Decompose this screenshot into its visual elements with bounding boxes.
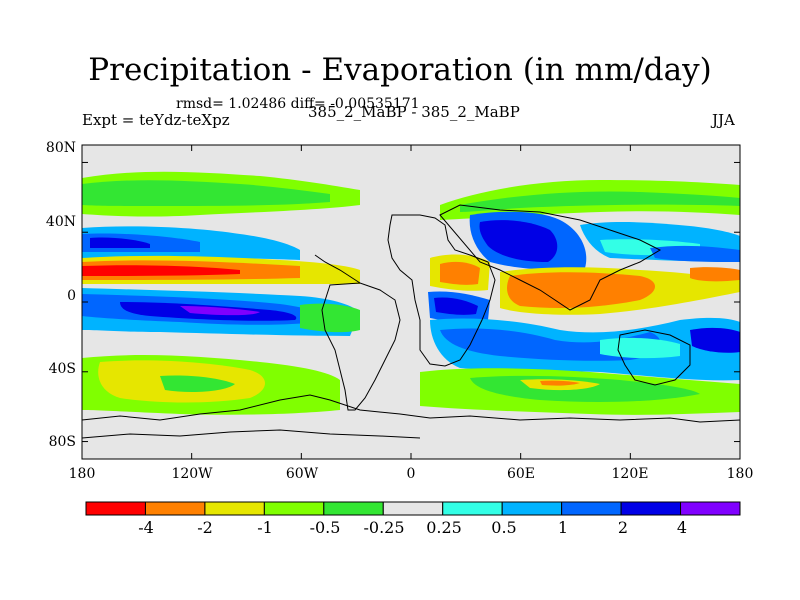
colorbar-swatch bbox=[263, 501, 325, 516]
east-pacific-blue bbox=[650, 245, 740, 262]
colorbar-swatch bbox=[85, 501, 146, 516]
colorbar-label: -4 bbox=[138, 518, 154, 537]
east-dry-orange bbox=[690, 267, 740, 282]
field-layer bbox=[82, 145, 740, 459]
s-ocean-orange bbox=[540, 380, 580, 386]
experiment-label: Expt = teYdz-teXpz bbox=[82, 111, 230, 129]
s-hemisphere-core bbox=[160, 375, 235, 392]
colorbar-label: -0.25 bbox=[363, 518, 405, 537]
colorbar-swatch bbox=[680, 501, 741, 516]
lat-label-0: 0 bbox=[67, 288, 76, 304]
nh-storm-track-east-inner bbox=[460, 191, 740, 212]
plot-title: Precipitation - Evaporation (in mm/day) bbox=[88, 52, 712, 88]
n-pacific-dry-red bbox=[82, 265, 240, 276]
indian-dry-orange bbox=[507, 272, 655, 308]
axis-ticks bbox=[81, 145, 741, 459]
south-america-outline bbox=[321, 282, 401, 411]
australia-outline bbox=[617, 329, 691, 386]
central-pacific-green bbox=[300, 303, 360, 333]
colorbar-swatch bbox=[620, 501, 682, 516]
antarctica-outline bbox=[81, 394, 741, 423]
colorbar-label: -1 bbox=[257, 518, 273, 537]
lon-label-60e: 60E bbox=[506, 466, 536, 482]
s-indian-east-core bbox=[690, 327, 740, 353]
colorbar-swatch bbox=[323, 501, 384, 516]
lat-label-40s: 40S bbox=[48, 361, 76, 377]
lat-label-80s: 80S bbox=[48, 434, 76, 450]
lat-label-40n: 40N bbox=[45, 214, 76, 230]
antarctica-inner bbox=[81, 429, 421, 439]
colorbar-swatch bbox=[144, 501, 206, 516]
itcz-band-max bbox=[180, 306, 260, 316]
lat-label-80n: 80N bbox=[45, 140, 76, 156]
lon-label-180e: 180 bbox=[726, 466, 754, 482]
lon-label-120e: 120E bbox=[611, 466, 649, 482]
colorbar-label: 0.25 bbox=[426, 518, 462, 537]
colorbar-label: 4 bbox=[676, 518, 688, 537]
coastlines bbox=[81, 204, 741, 439]
lon-label-180w: 180 bbox=[68, 466, 96, 482]
africa-outline bbox=[387, 214, 496, 367]
season-label: JJA bbox=[712, 111, 735, 129]
asian-monsoon-core bbox=[479, 220, 558, 262]
case-names: 385_2_MaBP - 385_2_MaBP bbox=[308, 103, 520, 121]
colorbar-label: 2 bbox=[617, 518, 629, 537]
colorbar-swatch bbox=[501, 501, 563, 516]
colorbar-label: -2 bbox=[197, 518, 213, 537]
colorbar-swatch bbox=[561, 501, 622, 516]
colorbar-swatch bbox=[382, 501, 444, 516]
atlantic-purple bbox=[434, 297, 478, 315]
lon-label-60w: 60W bbox=[285, 466, 319, 482]
colorbar-label: 1 bbox=[557, 518, 569, 537]
west-africa-orange bbox=[440, 261, 480, 285]
colorbar-label: -0.5 bbox=[309, 518, 341, 537]
lon-label-0: 0 bbox=[406, 466, 416, 482]
colorbar-label: 0.5 bbox=[491, 518, 517, 537]
asia-outline bbox=[439, 204, 662, 311]
nh-storm-track-inner bbox=[82, 180, 330, 206]
colorbar-swatch bbox=[442, 501, 503, 516]
n-pacific-wet-max bbox=[90, 237, 150, 248]
colorbar bbox=[85, 501, 741, 516]
stats-text: rmsd= 1.02486 diff= -0.00535171 bbox=[176, 96, 420, 112]
central-america-outline bbox=[314, 254, 361, 284]
colorbar-swatch bbox=[204, 501, 265, 516]
lon-label-120w: 120W bbox=[171, 466, 213, 482]
